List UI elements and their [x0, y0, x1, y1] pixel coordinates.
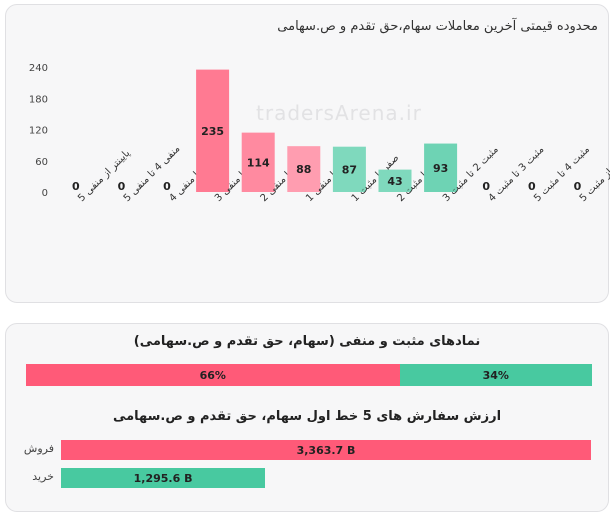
price-range-title: محدوده قیمتی آخرین معاملات سهام،حق تقدم …: [277, 19, 598, 34]
bar-value-label: 43: [387, 175, 402, 188]
negative-segment: 66%: [26, 364, 400, 386]
bar-value-label: 235: [201, 125, 224, 138]
watermark: tradersArena.ir: [256, 101, 422, 125]
y-tick-label: 0: [42, 188, 48, 199]
bar: [241, 132, 275, 192]
bar-value-label: 0: [163, 180, 171, 193]
price-range-card: محدوده قیمتی آخرین معاملات سهام،حق تقدم …: [5, 4, 610, 303]
y-tick-label: 60: [35, 157, 48, 168]
bar: [332, 146, 366, 192]
bar-value-label: 0: [72, 180, 80, 193]
bar-value-label: 0: [574, 180, 582, 193]
bar-value-label: 0: [528, 180, 536, 193]
bar: [424, 143, 458, 192]
sell-label: فروش: [23, 442, 54, 455]
positive-negative-bar: 66% 34%: [26, 364, 592, 386]
y-tick-label: 240: [29, 63, 48, 74]
bar-value-label: 93: [433, 162, 448, 175]
bar-value-label: 88: [296, 163, 311, 176]
bar-value-label: 87: [342, 163, 357, 176]
bar: [378, 169, 412, 192]
bar: [287, 146, 321, 192]
buy-label: خرید: [32, 470, 54, 483]
buy-bar: 1,295.6 B: [61, 468, 266, 488]
bar-value-label: 0: [482, 180, 490, 193]
bar: [196, 69, 230, 192]
market-breadth-card: نمادهای مثبت و منفی (سهام، حق تقدم و ص.س…: [5, 323, 609, 512]
sell-bar: 3,363.7 B: [61, 440, 591, 460]
positive-negative-title: نمادهای مثبت و منفی (سهام، حق تقدم و ص.س…: [133, 334, 481, 349]
order-value-title: ارزش سفارش های 5 خط اول سهام، حق تقدم و …: [112, 409, 502, 424]
bar-value-label: 0: [118, 180, 126, 193]
y-tick-label: 180: [29, 94, 48, 105]
bar-value-label: 114: [247, 156, 270, 169]
positive-segment: 34%: [399, 364, 592, 386]
y-tick-label: 120: [29, 126, 48, 137]
